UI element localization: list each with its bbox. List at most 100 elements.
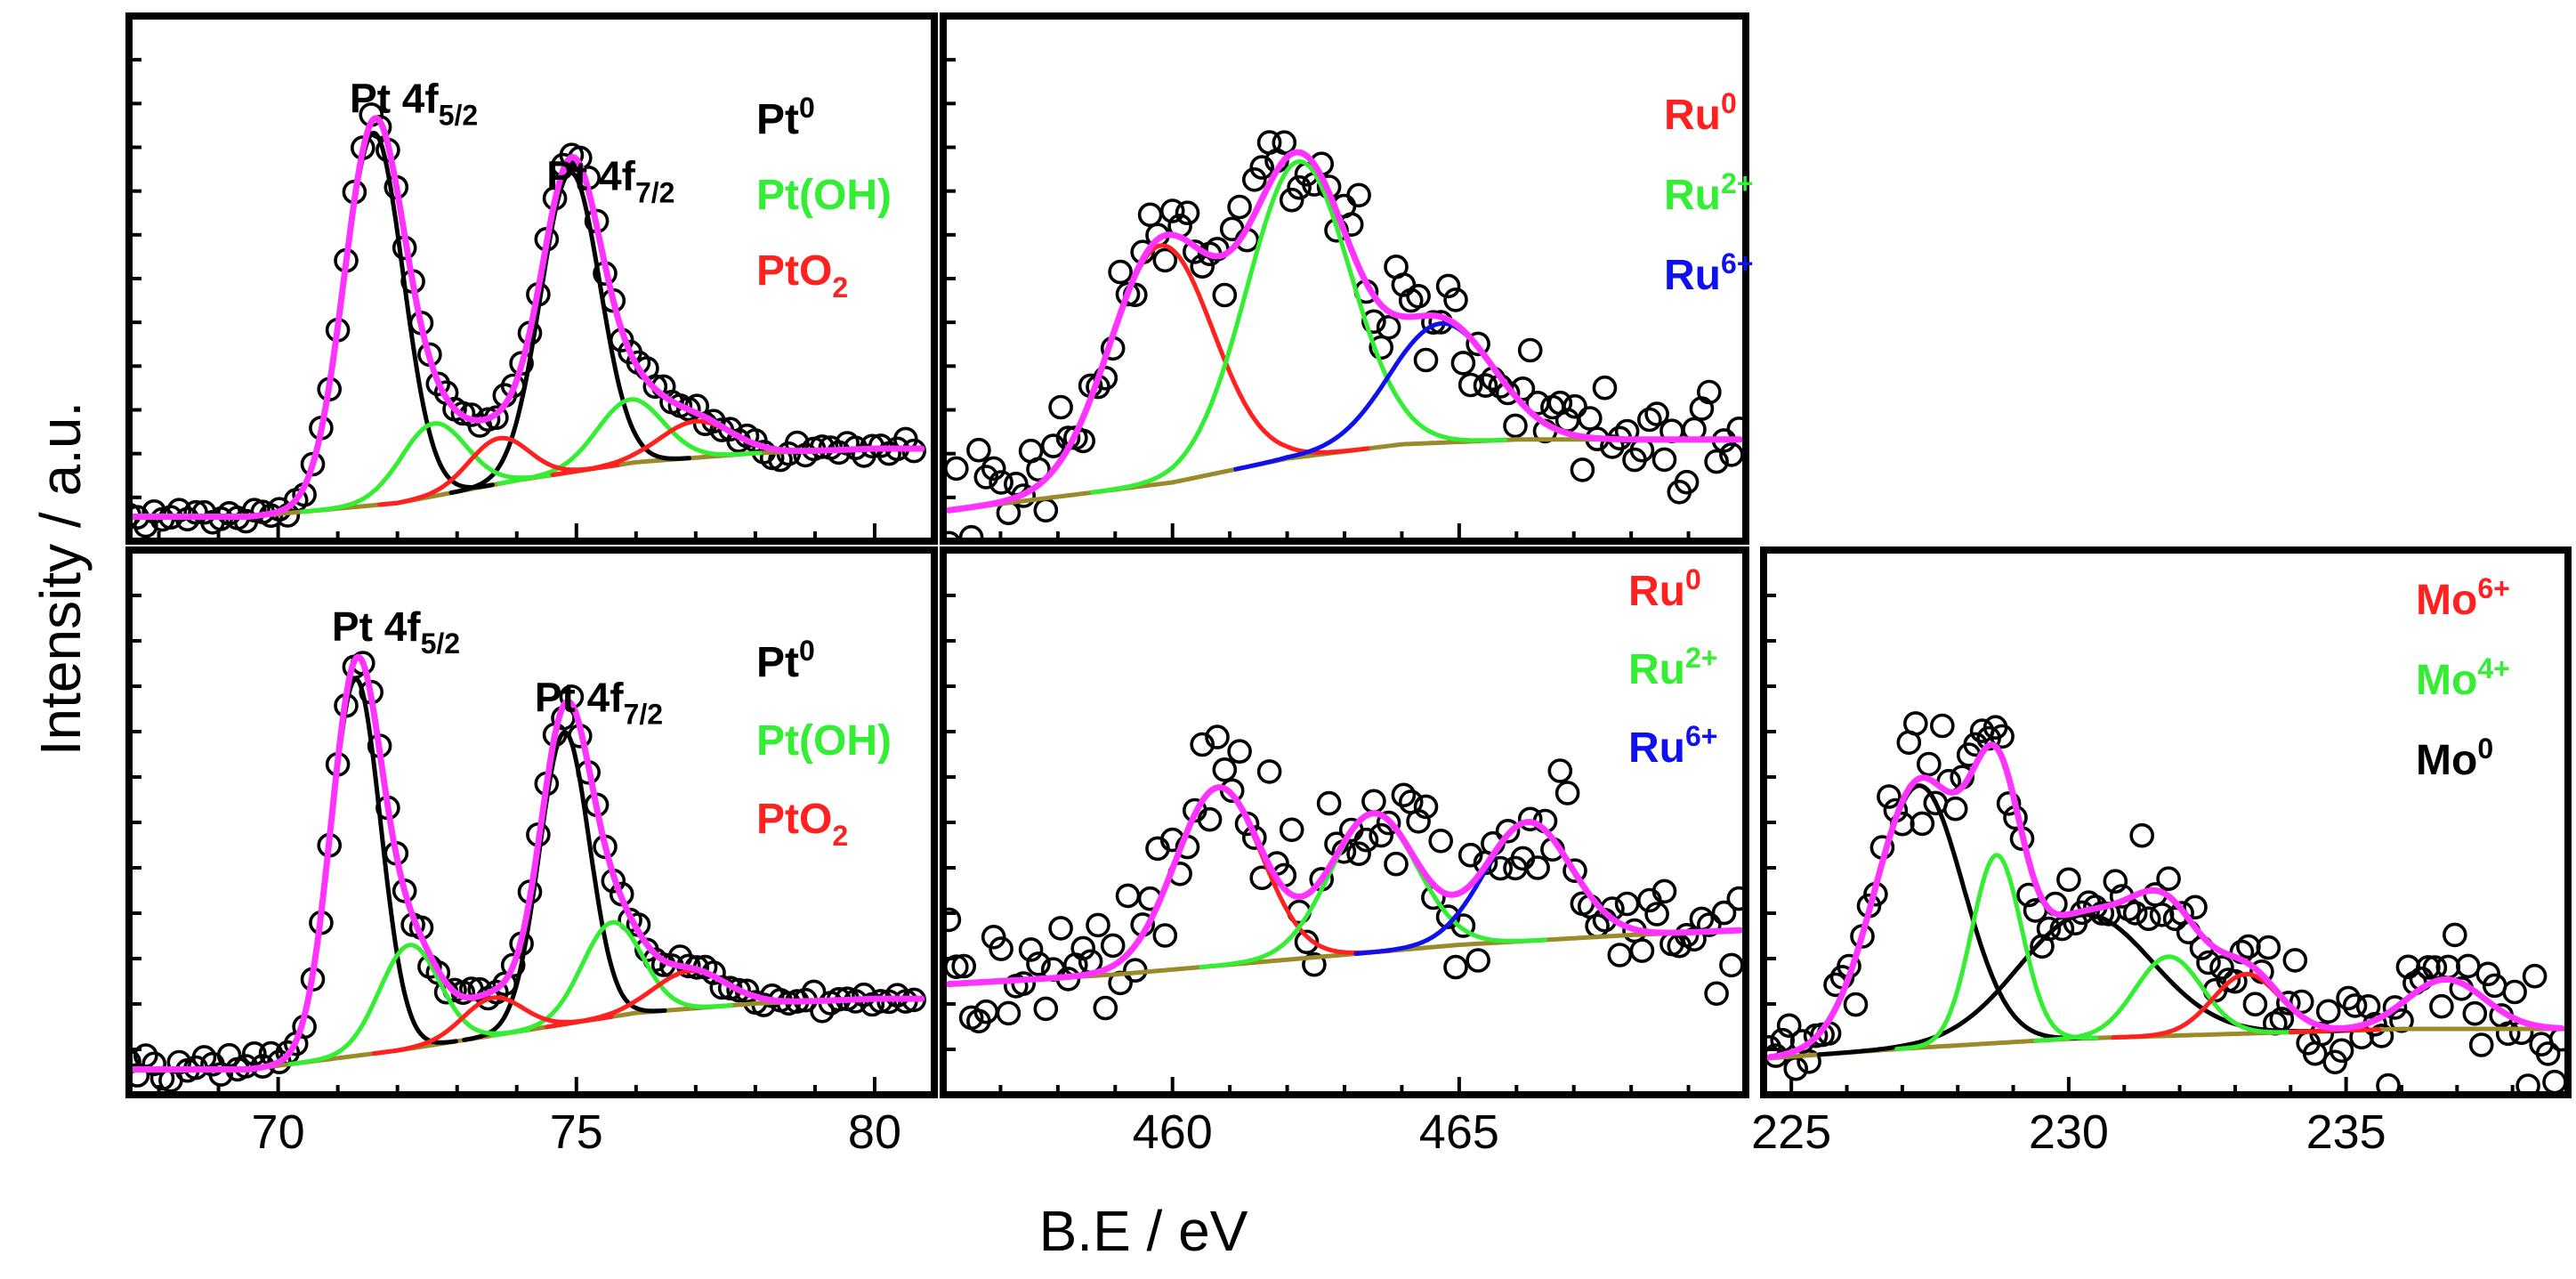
data-point bbox=[1877, 784, 1902, 809]
data-point bbox=[1391, 782, 1417, 808]
data-point bbox=[2242, 992, 2268, 1016]
data-point bbox=[1115, 883, 1141, 909]
x-tick-label: 460 bbox=[1133, 1105, 1213, 1159]
data-point bbox=[1152, 247, 1178, 273]
panel-ru-top: Ru0 Ru2+ Ru6+ bbox=[940, 12, 1753, 545]
envelope-fit bbox=[129, 115, 925, 520]
data-point bbox=[958, 524, 984, 541]
data-point bbox=[2475, 961, 2500, 987]
fit-mo4-0 bbox=[1894, 853, 2099, 1052]
data-point bbox=[2389, 1008, 2414, 1033]
data-point bbox=[1592, 375, 1618, 401]
data-point bbox=[1279, 187, 1304, 213]
legend-entry: Pt(OH) bbox=[756, 717, 892, 765]
legend: Pt0 Pt(OH) PtO2 bbox=[756, 635, 892, 852]
data-point bbox=[1697, 379, 1722, 405]
data-point bbox=[2209, 955, 2234, 980]
data-point bbox=[1644, 902, 1669, 927]
fit-ru0-0 bbox=[952, 243, 1370, 512]
data-point bbox=[2369, 1024, 2394, 1048]
data-point bbox=[1704, 449, 1729, 474]
peak-label: Pt 4f5/2 bbox=[332, 603, 460, 660]
data-point bbox=[1578, 406, 1603, 431]
legend-entry: Ru6+ bbox=[1628, 720, 1717, 772]
legend-entry: Ru6+ bbox=[1664, 247, 1753, 299]
data-point bbox=[951, 953, 976, 979]
data-point bbox=[1517, 337, 1543, 363]
data-point bbox=[1086, 912, 1110, 938]
fit-ru2-0 bbox=[1090, 159, 1507, 495]
data-point bbox=[500, 952, 526, 978]
data-point bbox=[1637, 407, 1662, 433]
data-point bbox=[989, 470, 1013, 495]
peak-label: Pt 4f7/2 bbox=[546, 152, 674, 208]
data-point bbox=[1287, 174, 1312, 200]
data-point bbox=[1547, 758, 1573, 783]
data-point bbox=[1152, 923, 1178, 948]
x-tick-label: 235 bbox=[2306, 1105, 2386, 1159]
data-point bbox=[2056, 867, 2081, 893]
data-point bbox=[1249, 155, 1274, 180]
data-point bbox=[1674, 469, 1700, 495]
legend-entry: Pt0 bbox=[756, 92, 815, 143]
data-point bbox=[1903, 711, 1928, 736]
x-tick-label: 70 bbox=[252, 1105, 305, 1159]
data-point bbox=[1614, 891, 1640, 917]
data-point bbox=[1376, 810, 1401, 836]
data-point bbox=[944, 456, 969, 482]
panel-ru-bottom: 460 465 Ru0 Ru2+ Ru6+ bbox=[940, 546, 1749, 1159]
data-point bbox=[2429, 993, 2454, 1019]
data-point bbox=[1353, 827, 1379, 853]
legend-entry: Pt0 bbox=[756, 635, 815, 686]
data-point bbox=[2422, 955, 2448, 980]
data-point bbox=[1346, 182, 1371, 208]
data-point bbox=[1070, 935, 1095, 961]
data-point bbox=[141, 498, 166, 524]
data-point bbox=[1093, 365, 1118, 391]
data-point bbox=[1256, 759, 1282, 784]
data-point bbox=[129, 1049, 141, 1074]
data-point bbox=[2336, 985, 2361, 1011]
data-point bbox=[1279, 817, 1304, 843]
data-point bbox=[2495, 1021, 2521, 1047]
legend-entry: Ru2+ bbox=[1628, 642, 1717, 693]
legend-entry: Mo6+ bbox=[2416, 572, 2510, 624]
panel-pt-bottom: 70 75 80 Pt 4f5/2 Pt 4f7/2 Pt0 Pt(OH) PtO2 bbox=[125, 546, 938, 1159]
data-point bbox=[1629, 938, 1655, 963]
data-point bbox=[1242, 167, 1267, 192]
data-point bbox=[943, 530, 962, 541]
data-point bbox=[1048, 394, 1073, 420]
data-point bbox=[1413, 794, 1439, 820]
data-point bbox=[1026, 951, 1051, 976]
data-point bbox=[2535, 1041, 2561, 1066]
data-point bbox=[1563, 393, 1587, 419]
data-point bbox=[1159, 198, 1185, 223]
x-tick-label: 75 bbox=[550, 1105, 603, 1159]
data-point bbox=[2183, 894, 2208, 920]
envelope-fit bbox=[129, 653, 925, 1073]
data-point bbox=[2502, 979, 2527, 1005]
plot-area bbox=[943, 724, 1746, 1034]
data-point bbox=[966, 437, 991, 463]
data-point bbox=[1503, 413, 1528, 439]
data-point bbox=[1011, 971, 1036, 996]
data-point bbox=[1458, 372, 1483, 398]
data-points bbox=[129, 102, 926, 538]
data-point bbox=[1917, 751, 1942, 777]
data-point bbox=[2276, 991, 2301, 1016]
x-tick-label: 225 bbox=[1751, 1105, 1831, 1159]
data-point bbox=[1205, 724, 1230, 749]
panel-frame bbox=[1760, 546, 2572, 1098]
data-point bbox=[1413, 347, 1439, 373]
data-point bbox=[1525, 855, 1550, 880]
data-point bbox=[2443, 922, 2467, 948]
data-point bbox=[2103, 869, 2128, 894]
data-point bbox=[1369, 822, 1393, 848]
plot-area bbox=[129, 651, 926, 1093]
data-point bbox=[1435, 273, 1461, 299]
data-point bbox=[1651, 878, 1677, 904]
legend-entry: PtO2 bbox=[756, 796, 848, 852]
data-point bbox=[2456, 953, 2481, 979]
data-point bbox=[2382, 995, 2408, 1020]
